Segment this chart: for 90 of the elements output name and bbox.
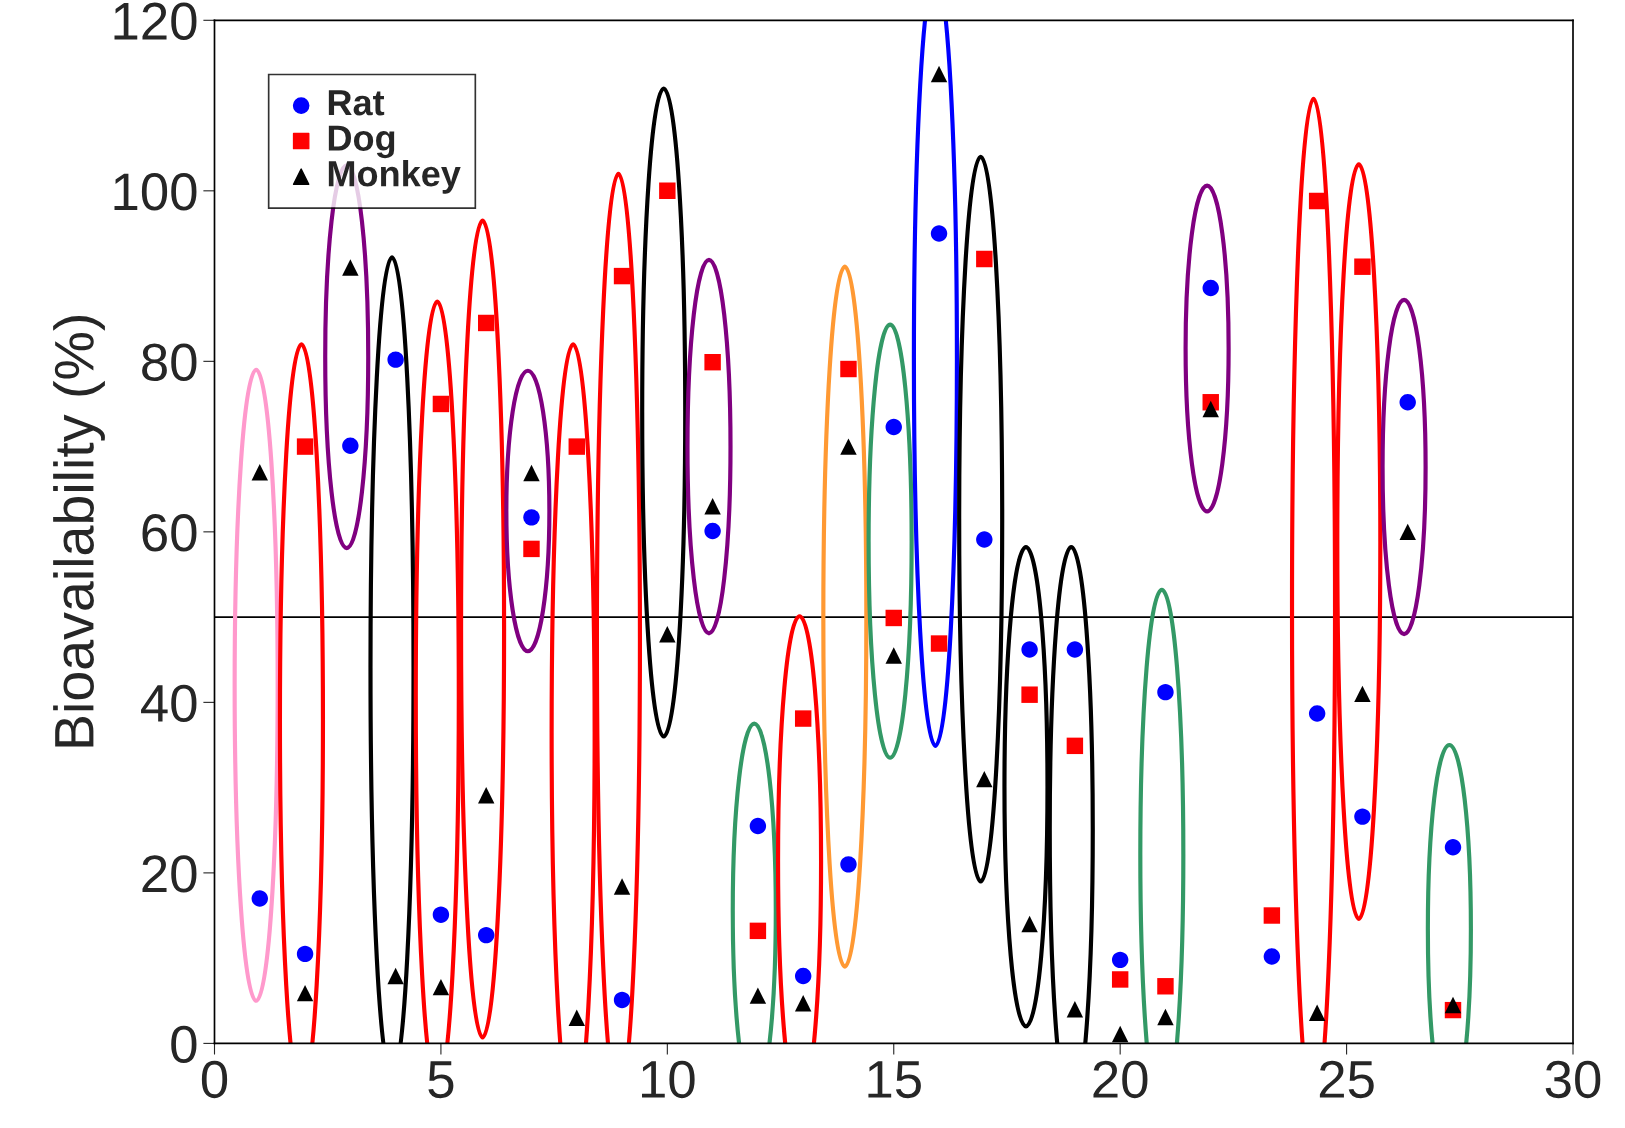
point (1066, 641, 1084, 658)
point (1066, 737, 1084, 755)
point (704, 498, 721, 515)
point (1157, 1008, 1174, 1026)
point (885, 418, 902, 436)
point (251, 890, 268, 907)
point (1202, 279, 1219, 297)
point (1354, 685, 1371, 703)
point (749, 922, 767, 940)
point (1444, 839, 1462, 856)
point (1399, 523, 1416, 541)
point (885, 647, 902, 664)
y-tick-label: 100 (114, 173, 197, 211)
point (1308, 1004, 1326, 1021)
point (1111, 951, 1129, 969)
point (432, 978, 450, 996)
point (568, 1009, 585, 1027)
point (749, 987, 767, 1004)
point (523, 509, 540, 526)
point (387, 351, 404, 368)
point (1066, 1001, 1084, 1018)
legend-label: Dog (328, 125, 395, 159)
point (840, 856, 857, 873)
point (1021, 915, 1038, 933)
point (1444, 996, 1462, 1014)
point (704, 522, 721, 540)
x-tick-label: 20 (1093, 1060, 1148, 1099)
y-tick-label: 120 (114, 2, 197, 40)
point (613, 878, 631, 895)
point (477, 787, 495, 804)
point (342, 437, 359, 454)
point (794, 967, 812, 985)
point (296, 438, 314, 455)
point (930, 635, 948, 652)
point (296, 945, 314, 963)
point (1263, 907, 1281, 924)
point (477, 314, 495, 332)
point (1202, 400, 1219, 418)
point (1111, 1025, 1129, 1043)
point (251, 463, 268, 481)
legend-label: Monkey (328, 160, 461, 194)
point (794, 710, 812, 727)
point (930, 65, 948, 83)
point (840, 438, 857, 455)
point (296, 984, 314, 1002)
point (976, 250, 993, 268)
point (659, 625, 676, 643)
point (1111, 971, 1129, 988)
point (749, 817, 767, 835)
point (1308, 705, 1326, 722)
point (1399, 394, 1416, 411)
point (976, 770, 993, 788)
y-tick-label: 40 (141, 684, 197, 723)
x-tick-label: 0 (201, 1060, 228, 1099)
point (1021, 686, 1038, 703)
x-tick-label: 10 (642, 1060, 695, 1099)
point (1021, 641, 1038, 658)
x-tick-label: 25 (1319, 1060, 1374, 1099)
x-tick-label: 5 (428, 1061, 454, 1099)
point (568, 438, 585, 455)
y-tick-label: 0 (171, 1025, 197, 1064)
point (1157, 683, 1174, 701)
legend-label: Rat (328, 90, 385, 116)
point (432, 395, 450, 413)
point (477, 926, 495, 944)
y-axis-title: Bioavailability (%) (53, 316, 105, 747)
point (976, 531, 993, 548)
y-tick-label: 20 (142, 855, 197, 893)
point (342, 259, 359, 276)
point (1308, 192, 1326, 210)
y-tick-label: 80 (142, 343, 197, 381)
x-tick-label: 30 (1545, 1060, 1601, 1099)
y-tick-label: 60 (142, 514, 197, 552)
point (1354, 808, 1371, 825)
point (613, 267, 631, 285)
point (840, 360, 857, 378)
point (659, 182, 676, 200)
point (523, 540, 540, 558)
point (1157, 978, 1174, 995)
point (794, 995, 812, 1012)
point (1354, 258, 1371, 275)
x-tick-label: 15 (868, 1061, 921, 1099)
point (704, 353, 721, 371)
point (930, 225, 948, 242)
point (432, 906, 450, 923)
point (613, 991, 631, 1009)
point (387, 967, 404, 985)
point (885, 609, 902, 627)
point (523, 464, 540, 482)
point (1263, 948, 1281, 965)
